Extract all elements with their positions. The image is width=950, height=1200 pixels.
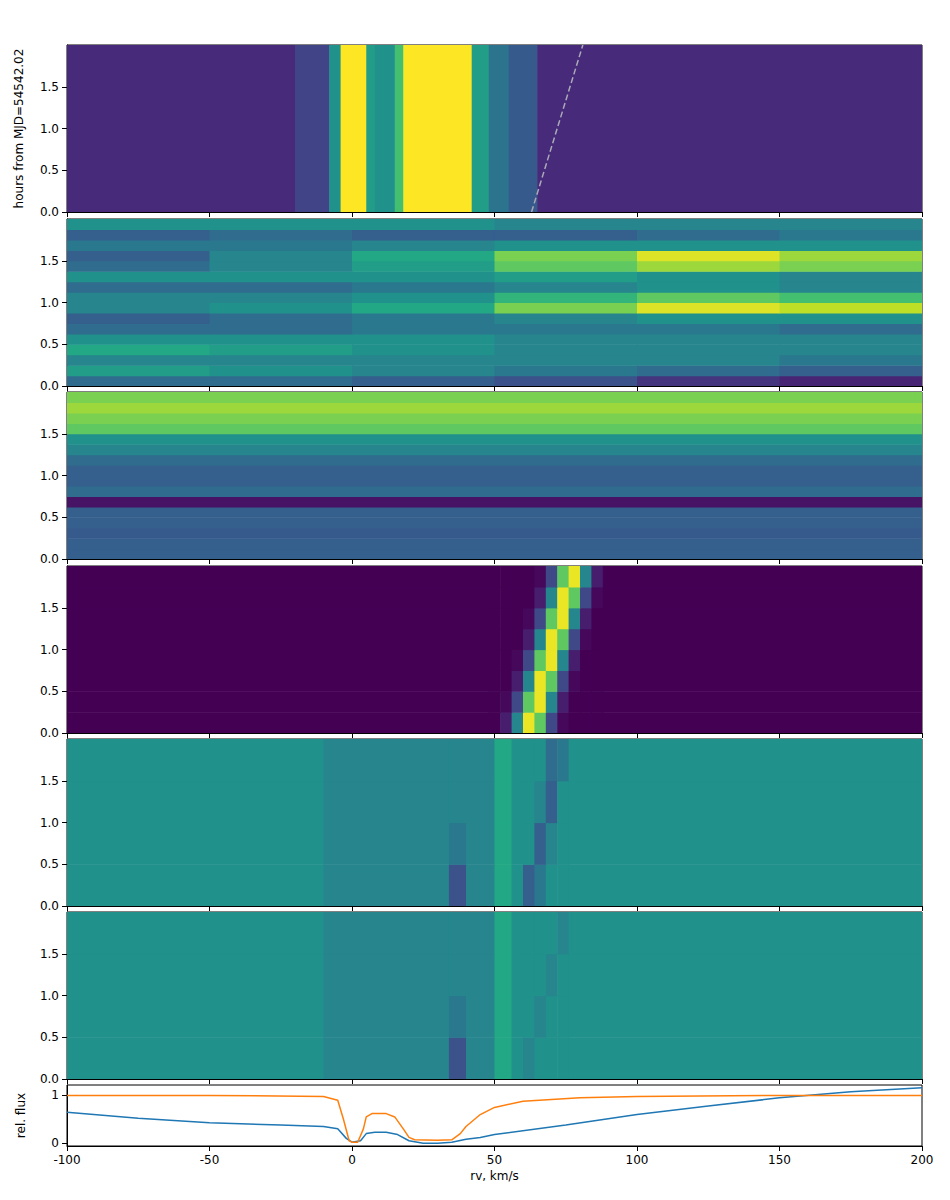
svg-text:0.0: 0.0 bbox=[40, 899, 59, 913]
svg-text:1.5: 1.5 bbox=[40, 254, 59, 268]
svg-text:1.0: 1.0 bbox=[40, 122, 59, 136]
svg-text:1.0: 1.0 bbox=[40, 469, 59, 483]
svg-text:1.0: 1.0 bbox=[40, 296, 59, 310]
svg-text:0.0: 0.0 bbox=[40, 379, 59, 393]
svg-text:0.5: 0.5 bbox=[40, 684, 59, 698]
svg-text:1.0: 1.0 bbox=[40, 816, 59, 830]
svg-text:0.0: 0.0 bbox=[40, 552, 59, 566]
svg-text:1.0: 1.0 bbox=[40, 643, 59, 657]
svg-text:150: 150 bbox=[768, 1153, 791, 1167]
svg-text:50: 50 bbox=[487, 1153, 502, 1167]
svg-text:0.0: 0.0 bbox=[40, 1072, 59, 1086]
svg-text:0.5: 0.5 bbox=[40, 1030, 59, 1044]
svg-text:-50: -50 bbox=[200, 1153, 220, 1167]
svg-text:1.0: 1.0 bbox=[40, 989, 59, 1003]
svg-text:1.5: 1.5 bbox=[40, 947, 59, 961]
svg-text:0.5: 0.5 bbox=[40, 337, 59, 351]
svg-text:1.5: 1.5 bbox=[40, 427, 59, 441]
svg-text:-100: -100 bbox=[53, 1153, 80, 1167]
svg-text:100: 100 bbox=[626, 1153, 649, 1167]
svg-text:0.5: 0.5 bbox=[40, 163, 59, 177]
svg-text:1.5: 1.5 bbox=[40, 80, 59, 94]
svg-text:1: 1 bbox=[51, 1088, 59, 1102]
svg-text:0: 0 bbox=[51, 1136, 59, 1150]
svg-text:hours from MJD=54542.02: hours from MJD=54542.02 bbox=[12, 49, 26, 209]
svg-text:0.0: 0.0 bbox=[40, 205, 59, 219]
svg-text:rel. flux: rel. flux bbox=[14, 1093, 28, 1138]
svg-text:0.5: 0.5 bbox=[40, 857, 59, 871]
svg-text:rv, km/s: rv, km/s bbox=[470, 1169, 519, 1183]
svg-text:1.5: 1.5 bbox=[40, 601, 59, 615]
svg-text:0.5: 0.5 bbox=[40, 510, 59, 524]
svg-text:1.5: 1.5 bbox=[40, 774, 59, 788]
svg-text:0.0: 0.0 bbox=[40, 726, 59, 740]
svg-text:0: 0 bbox=[348, 1153, 356, 1167]
svg-text:200: 200 bbox=[911, 1153, 934, 1167]
